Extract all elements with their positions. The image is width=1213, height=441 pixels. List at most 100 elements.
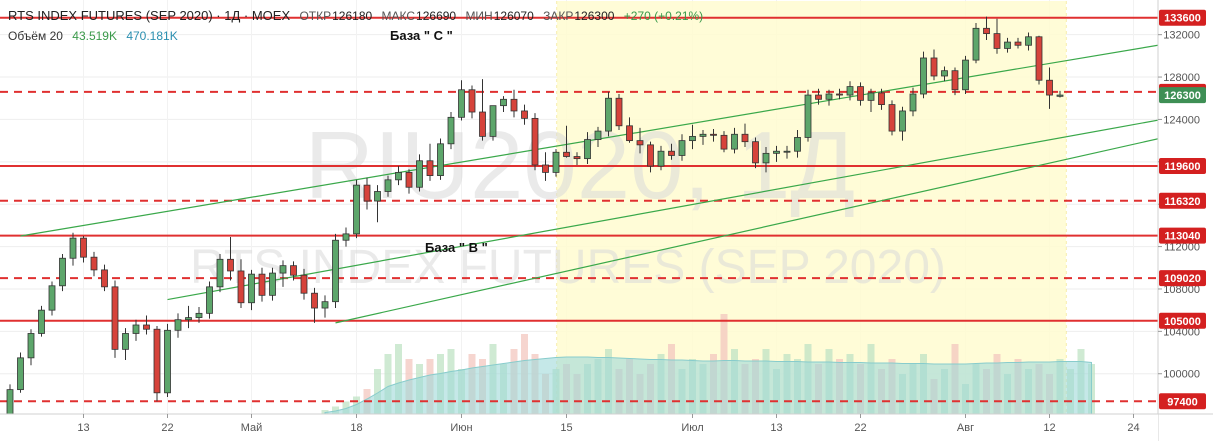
candle-body: [815, 94, 822, 100]
candle-body: [899, 110, 906, 132]
candle: [857, 82, 864, 106]
price-tag-109020: 109020: [1159, 270, 1206, 287]
x-tick-label: 22: [161, 422, 173, 434]
price-tag-text: 113040: [1164, 231, 1200, 243]
candle-body: [794, 137, 801, 152]
candle: [941, 66, 948, 82]
candle: [500, 96, 507, 113]
candle: [122, 328, 129, 360]
price-tag-text: 116320: [1164, 196, 1200, 208]
candle-body: [185, 317, 192, 321]
candle-body: [248, 273, 255, 304]
close-label: ЗАКР: [543, 9, 574, 23]
candle: [143, 315, 150, 335]
price-tag-105000: 105000: [1159, 312, 1206, 329]
price-tag-116320: 116320: [1159, 192, 1206, 209]
candle: [374, 185, 381, 223]
candle: [867, 88, 875, 113]
candle: [311, 287, 318, 323]
candle: [90, 251, 98, 277]
time-axis[interactable]: [0, 414, 1158, 441]
candle-body: [237, 270, 245, 304]
candle-body: [668, 150, 675, 156]
candle-body: [689, 135, 696, 142]
volume-ma-value: 470.181K: [126, 29, 178, 43]
candle: [353, 179, 360, 239]
candle: [962, 55, 969, 95]
candle-body: [174, 319, 182, 331]
candle-body: [836, 93, 843, 96]
candle-body: [479, 111, 486, 137]
candle-body: [279, 265, 287, 274]
candle: [1046, 67, 1053, 109]
candle: [605, 91, 612, 137]
candle: [80, 235, 87, 263]
price-tag-133600: 133600: [1159, 9, 1206, 26]
candle: [290, 261, 297, 281]
candle: [101, 264, 108, 292]
price-tag-97400: 97400: [1159, 393, 1206, 410]
candle-body: [584, 139, 591, 160]
x-tick-label: 13: [77, 422, 89, 434]
price-tag-text: 119600: [1164, 161, 1200, 173]
candle: [573, 152, 581, 165]
candle-body: [69, 237, 77, 259]
candle: [710, 128, 717, 142]
candle: [951, 67, 959, 96]
candle: [426, 143, 434, 181]
candle-body: [594, 130, 602, 140]
volume-bar: [342, 401, 350, 414]
candle-body: [38, 309, 45, 334]
candle: [237, 259, 245, 309]
candle: [185, 305, 192, 329]
candle-body: [972, 27, 980, 61]
candle: [909, 87, 917, 117]
candle: [825, 89, 833, 106]
candle-body: [552, 151, 560, 173]
candle-body: [353, 184, 360, 235]
price-axis[interactable]: [1158, 0, 1213, 441]
candle-body: [1035, 36, 1043, 81]
candle-body: [647, 144, 654, 167]
y-tick-label: 112000: [1164, 242, 1200, 254]
candle-body: [699, 133, 707, 137]
candle: [689, 124, 696, 150]
volume-ma-area: [324, 356, 1092, 415]
chart-legend: RTS INDEX FUTURES (SEP 2020) · 1Д · MOEX…: [8, 6, 703, 46]
candle-body: [951, 70, 959, 91]
candle-body: [80, 237, 87, 258]
price-tag-box: [1159, 9, 1206, 26]
candle: [258, 267, 266, 302]
candle-body: [342, 233, 350, 241]
price-tag-text: 97400: [1167, 396, 1198, 408]
volume-label[interactable]: Объём 20: [8, 29, 63, 43]
candle-body: [888, 104, 896, 132]
channel-line[interactable]: [335, 86, 1213, 324]
volume-bar: [374, 369, 381, 414]
candle: [615, 94, 623, 131]
symbol-title[interactable]: RTS INDEX FUTURES (SEP 2020) · 1Д · MOEX: [8, 8, 291, 23]
candle-body: [437, 143, 444, 176]
x-tick-label: Июн: [450, 422, 472, 434]
candle: [920, 51, 927, 99]
candle-body: [363, 184, 371, 202]
candle: [6, 384, 14, 419]
x-tick-label: 22: [854, 422, 866, 434]
candle: [1056, 90, 1064, 98]
candle: [762, 146, 770, 173]
candle: [164, 323, 171, 398]
candlesticks: [6, 16, 1064, 419]
candle-body: [846, 86, 854, 96]
candle-body: [447, 116, 455, 145]
candle: [332, 233, 339, 309]
y-tick-label: 124000: [1163, 114, 1200, 126]
candle: [1035, 35, 1043, 85]
candle-body: [783, 150, 791, 153]
candle: [395, 166, 402, 186]
low-label: МИН: [465, 9, 493, 23]
candle-body: [321, 301, 329, 309]
candle: [111, 280, 119, 358]
volume-row: Объём 20 43.519K 470.181K: [8, 26, 703, 46]
